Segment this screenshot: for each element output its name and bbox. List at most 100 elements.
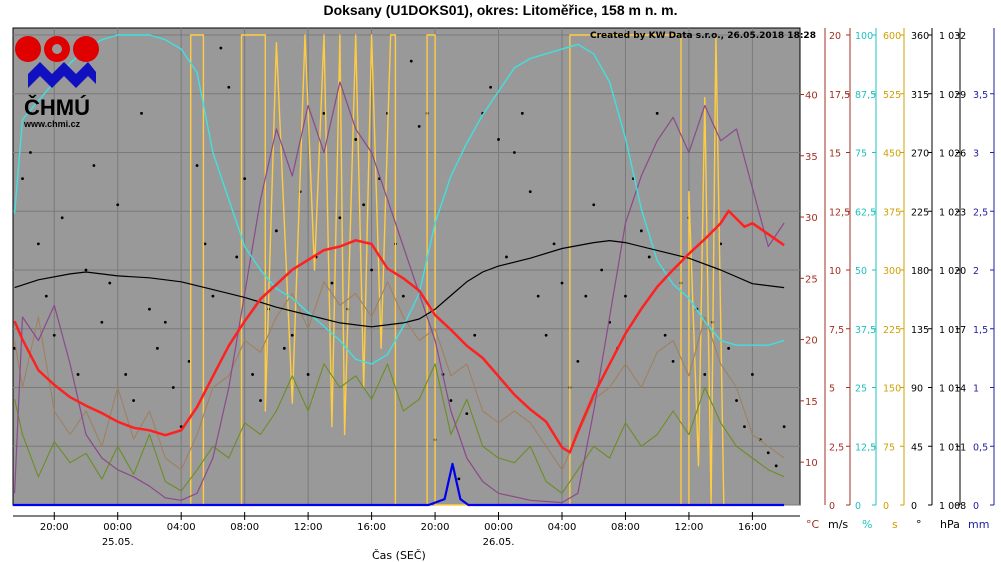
x-tick-label: 08:00 bbox=[611, 522, 640, 533]
right-axis-tick-label: 1 029 bbox=[939, 90, 966, 101]
wind-direction-dot bbox=[36, 242, 40, 246]
precipitation-line bbox=[13, 462, 785, 507]
wind-direction-dot bbox=[497, 138, 500, 141]
right-axis-tick-label: 0 bbox=[855, 501, 861, 512]
x-date-label: 26.05. bbox=[483, 537, 515, 548]
temp-axis-tick-label: 40 bbox=[805, 91, 818, 102]
wind-direction-dot bbox=[750, 373, 754, 376]
temp-axis-tick-label: 15 bbox=[805, 397, 818, 408]
wind-direction-dot bbox=[76, 373, 80, 376]
wind-direction-dot bbox=[84, 268, 88, 272]
wind-direction-dot bbox=[457, 477, 461, 481]
wind-direction-dot bbox=[592, 203, 596, 207]
wind-direction-dot bbox=[544, 333, 548, 337]
wind-direction-dot bbox=[520, 111, 524, 115]
right-axis-tick-label: 150 bbox=[883, 384, 901, 395]
wind-direction-dot bbox=[148, 307, 151, 311]
x-tick-label: 12:00 bbox=[294, 522, 323, 533]
wind-direction-dot bbox=[290, 333, 294, 337]
axis-unit-label: °C bbox=[806, 518, 820, 531]
right-axis-tick-label: 87,5 bbox=[855, 90, 876, 101]
x-tick-label: 12:00 bbox=[675, 522, 704, 533]
right-axis-tick-label: 90 bbox=[911, 384, 923, 395]
right-axis-tick-label: 180 bbox=[911, 266, 929, 277]
right-axis-tick-label: 1 014 bbox=[939, 384, 966, 395]
wind-direction-dot bbox=[370, 268, 373, 272]
x-axis-label: Čas (SEČ) bbox=[372, 549, 426, 562]
x-tick-label: 20:00 bbox=[421, 522, 450, 533]
wind-direction-dot bbox=[727, 346, 730, 350]
wind-direction-dot bbox=[322, 111, 326, 115]
x-tick-label: 16:00 bbox=[738, 522, 767, 533]
wind-direction-dot bbox=[155, 346, 159, 350]
axis-unit-label: hPa bbox=[940, 518, 960, 531]
temp-axis-tick-label: 10 bbox=[805, 458, 818, 469]
right-axis-tick-label: 525 bbox=[883, 90, 901, 101]
right-axis-tick-label: 300 bbox=[883, 266, 901, 277]
right-axis-tick-label: 15 bbox=[829, 149, 841, 160]
wind-direction-dot bbox=[671, 359, 675, 363]
right-axis-tick-label: 2 bbox=[973, 266, 979, 277]
wind-direction-dot bbox=[647, 255, 651, 259]
temp-axis-tick-label: 35 bbox=[805, 152, 818, 163]
wind-direction-dot bbox=[187, 359, 191, 363]
plot-area bbox=[12, 27, 801, 506]
right-axis-tick-label: 75 bbox=[883, 442, 895, 453]
x-tick-label: 04:00 bbox=[548, 522, 577, 533]
wind-direction-dot bbox=[401, 294, 405, 298]
wind-direction-dot bbox=[100, 320, 104, 324]
right-axis-tick-label: 25 bbox=[855, 384, 867, 395]
wind-direction-dot bbox=[624, 294, 627, 298]
x-tick-label: 08:00 bbox=[230, 522, 259, 533]
wind-direction-dot bbox=[330, 281, 334, 285]
wind-direction-dot bbox=[354, 138, 358, 141]
right-axis-tick-label: 3,5 bbox=[973, 90, 988, 101]
right-axis-tick-label: 1 032 bbox=[939, 31, 966, 42]
right-axis-tick-label: 5 bbox=[829, 384, 835, 395]
wind-direction-dot bbox=[743, 425, 746, 429]
axis-unit-label: m/s bbox=[828, 518, 848, 531]
right-axis-tick-label: 315 bbox=[911, 90, 929, 101]
right-axis-tick-label: 1,5 bbox=[973, 325, 988, 336]
temp-axis-tick-label: 20 bbox=[805, 336, 818, 347]
wind-direction-dot bbox=[766, 451, 770, 455]
wind-direction-dot bbox=[505, 255, 508, 259]
right-axis-tick-label: 360 bbox=[911, 31, 929, 42]
wind-direction-dot bbox=[108, 281, 112, 285]
wind-direction-dot bbox=[576, 359, 580, 363]
wind-direction-dot bbox=[306, 373, 310, 376]
right-axis-tick-label: 2,5 bbox=[973, 207, 988, 218]
wind-direction-dot bbox=[282, 346, 286, 350]
logo-name: ČHMÚ bbox=[24, 95, 90, 120]
solar-line bbox=[14, 81, 785, 504]
right-axis-tick-label: 600 bbox=[883, 31, 901, 42]
x-tick-label: 16:00 bbox=[357, 522, 386, 533]
wind-direction-dot bbox=[68, 111, 72, 115]
wind-direction-dot bbox=[735, 399, 738, 402]
right-axis-tick-label: 270 bbox=[911, 149, 929, 160]
wind-direction-dot bbox=[44, 294, 48, 298]
wind-direction-dot bbox=[655, 111, 659, 115]
wind-direction-dot bbox=[163, 320, 167, 324]
wind-direction-dot bbox=[235, 255, 239, 259]
right-axis-tick-label: 0 bbox=[911, 501, 917, 512]
wind-direction-dot bbox=[449, 399, 453, 402]
right-axis-tick-label: 0 bbox=[829, 501, 835, 512]
right-axis-tick-label: 37,5 bbox=[855, 325, 876, 336]
axis-unit-label: % bbox=[862, 518, 872, 531]
wind-direction-dot bbox=[60, 216, 64, 220]
right-axis-tick-label: 50 bbox=[855, 266, 867, 277]
wind-direction-dot bbox=[552, 242, 556, 246]
right-axis-tick-label: 20 bbox=[829, 31, 841, 42]
wind-direction-dot bbox=[140, 111, 143, 115]
chart-title: Doksany (U1DOKS01), okres: Litoměřice, 1… bbox=[323, 2, 678, 18]
right-axis-tick-label: 0 bbox=[973, 501, 979, 512]
temperature-line bbox=[13, 209, 785, 454]
wind-direction-dot bbox=[512, 151, 516, 154]
credit-text: Created by KW Data s.r.o., 26.05.2018 18… bbox=[590, 31, 816, 41]
wind-direction-dot bbox=[132, 399, 135, 402]
right-axis-tick-label: 135 bbox=[911, 325, 929, 336]
wind-direction-dot bbox=[259, 399, 262, 402]
wind_speed-line bbox=[14, 363, 785, 494]
